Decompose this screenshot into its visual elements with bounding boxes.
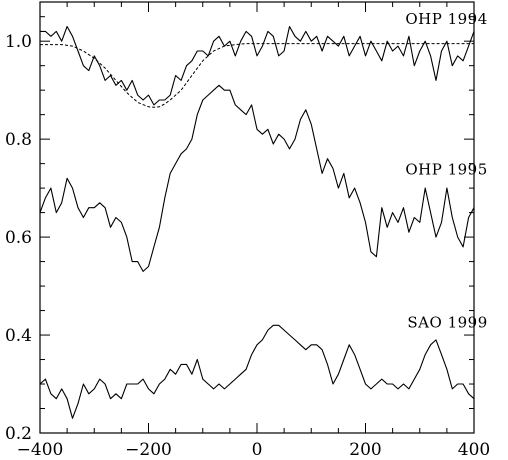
- axis-tick-labels: −400 −200 0 200 400 0.2 0.4 0.6 0.8 1.0: [5, 32, 490, 460]
- x-tick-label: −200: [125, 440, 172, 460]
- series-line-ohp-1995: [39, 84, 475, 272]
- x-tick-label: 200: [349, 440, 381, 460]
- series-label: SAO 1999: [407, 314, 487, 332]
- x-tick-label: −400: [17, 440, 64, 460]
- series-line-ohp-1994: [40, 25, 475, 106]
- series-line-sao-1999: [39, 324, 475, 419]
- y-tick-label: 0.4: [5, 326, 32, 346]
- y-tick-label: 1.0: [5, 32, 32, 52]
- series-group: [39, 25, 475, 419]
- series-labels: OHP 1994 OHP 1995 SAO 1999: [405, 10, 487, 332]
- plot-frame: [39, 1, 475, 434]
- y-tick-label: 0.8: [5, 130, 32, 150]
- y-tick-label: 0.6: [5, 228, 32, 248]
- series-label: OHP 1994: [405, 10, 487, 28]
- y-tick-label: 0.2: [5, 424, 32, 444]
- x-tick-label: 400: [458, 440, 490, 460]
- series-label: OHP 1995: [405, 160, 487, 178]
- x-tick-label: 0: [252, 440, 263, 460]
- axis-ticks: [39, 2, 475, 434]
- model-curve-dashed: [40, 43, 474, 108]
